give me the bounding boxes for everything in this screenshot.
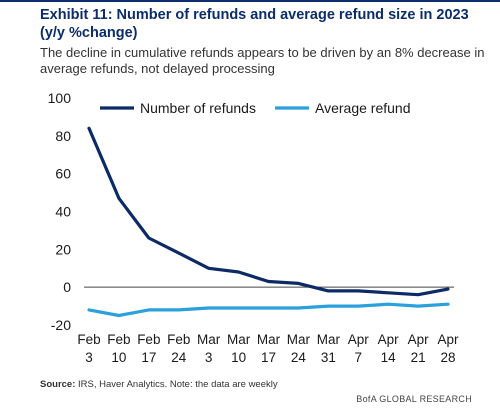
x-tick-day: 3 xyxy=(205,350,213,365)
top-rule xyxy=(0,0,500,2)
legend: Number of refunds Average refund xyxy=(100,100,410,116)
x-tick-month: Mar xyxy=(257,332,281,347)
y-tick-label: 60 xyxy=(55,166,71,182)
legend-label: Number of refunds xyxy=(140,100,256,116)
x-tick-day: 7 xyxy=(354,350,362,365)
x-tick-month: Feb xyxy=(77,332,100,347)
legend-label: Average refund xyxy=(315,100,410,116)
y-tick-label: 0 xyxy=(63,279,71,295)
x-tick-day: 3 xyxy=(85,350,93,365)
x-tick-day: 24 xyxy=(291,350,307,365)
x-tick-day: 17 xyxy=(261,350,276,365)
y-tick-label: 40 xyxy=(55,204,71,220)
x-tick-month: Mar xyxy=(197,332,221,347)
x-tick-month: Feb xyxy=(137,332,160,347)
x-tick-day: 17 xyxy=(141,350,156,365)
x-tick-month: Feb xyxy=(167,332,190,347)
series-line xyxy=(87,126,450,297)
source-label: Source: xyxy=(40,379,76,390)
brand-label: BofA GLOBAL RESEARCH xyxy=(356,394,472,404)
series-line xyxy=(87,302,450,318)
x-tick-month: Mar xyxy=(227,332,251,347)
x-tick-day: 10 xyxy=(231,350,246,365)
y-tick-label: 100 xyxy=(48,90,72,106)
x-tick-month: Apr xyxy=(408,332,430,347)
chart-title: Exhibit 11: Number of refunds and averag… xyxy=(40,7,469,41)
x-axis: Feb 3 Feb 10 Feb 17 Feb 24 Mar 3 Mar 10 Mar 17 Mar 24 Ma… xyxy=(77,332,459,365)
x-tick-month: Mar xyxy=(287,332,311,347)
x-tick-month: Apr xyxy=(378,332,400,347)
x-tick-day: 24 xyxy=(171,350,187,365)
x-tick-month: Apr xyxy=(437,332,459,347)
x-tick-month: Feb xyxy=(107,332,130,347)
y-tick-label: 80 xyxy=(55,128,71,144)
x-tick-day: 10 xyxy=(111,350,126,365)
x-tick-month: Apr xyxy=(348,332,370,347)
x-tick-day: 28 xyxy=(440,350,455,365)
chart-subtitle: The decline in cumulative refunds appear… xyxy=(40,45,485,76)
y-tick-label: 20 xyxy=(55,241,71,257)
y-tick-label: -20 xyxy=(51,317,71,333)
x-tick-month: Mar xyxy=(317,332,341,347)
y-axis: -20 0 20 40 60 80 100 xyxy=(48,90,72,333)
x-tick-day: 31 xyxy=(321,350,336,365)
x-tick-day: 21 xyxy=(411,350,426,365)
x-tick-day: 14 xyxy=(381,350,397,365)
series-layer xyxy=(87,126,450,318)
source-text: IRS, Haver Analytics. Note: the data are… xyxy=(78,379,278,390)
source-note: Source: IRS, Haver Analytics. Note: the … xyxy=(40,379,278,390)
